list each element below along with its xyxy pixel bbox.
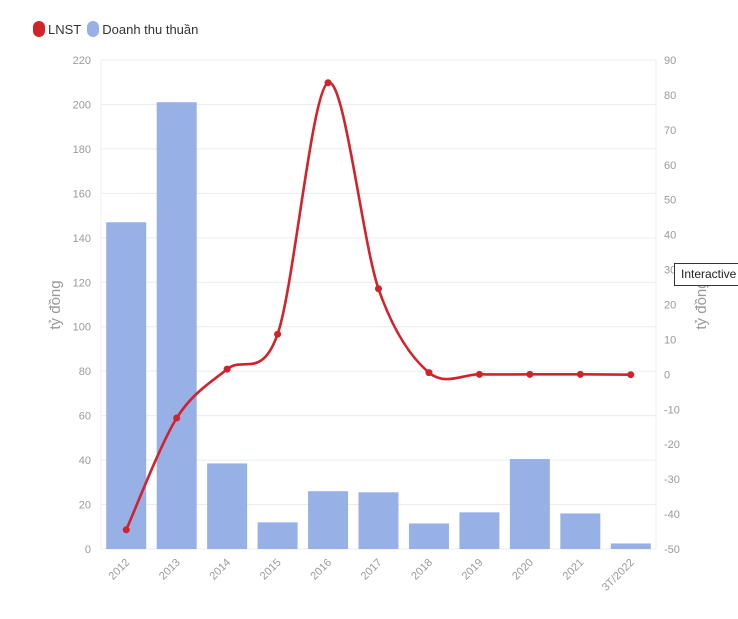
lnst-point — [173, 414, 181, 422]
lnst-line-series — [122, 79, 635, 534]
revenue-bar — [560, 513, 601, 549]
x-tick-label: 2012 — [107, 557, 133, 583]
lnst-point — [475, 370, 483, 378]
right-tick-label: -30 — [664, 474, 680, 486]
right-tick-label: 60 — [664, 160, 676, 172]
revenue-bar — [408, 523, 449, 549]
x-tick-label: 2020 — [510, 557, 536, 583]
chart-legend: LNST Doanh thu thuần — [33, 21, 198, 37]
lnst-point — [223, 365, 231, 373]
revenue-bar — [207, 463, 248, 549]
left-tick-label: 200 — [73, 99, 91, 111]
left-tick-label: 180 — [73, 144, 91, 156]
revenue-bar — [308, 491, 349, 549]
left-tick-label: 40 — [79, 455, 91, 467]
left-tick-label: 80 — [79, 366, 91, 378]
x-tick-label: 2015 — [258, 557, 284, 583]
right-tick-label: 80 — [664, 90, 676, 102]
x-tick-label: 2016 — [308, 557, 334, 583]
legend-label-revenue: Doanh thu thuần — [102, 21, 199, 37]
revenue-bar — [257, 522, 298, 549]
legend-item-lnst[interactable]: LNST — [33, 21, 81, 37]
left-axis-ticks: 0 20 40 60 80 100 120 140 160 180 200 220 — [73, 55, 91, 556]
revenue-bar — [358, 492, 399, 549]
right-tick-label: 90 — [664, 55, 676, 67]
lnst-line — [125, 81, 631, 531]
right-tick-label: 30 — [664, 265, 676, 277]
x-tick-label: 2018 — [409, 557, 435, 583]
lnst-point — [324, 79, 332, 87]
x-tick-label: 3T/2022 — [600, 557, 637, 594]
left-tick-label: 120 — [73, 277, 91, 289]
right-tick-label: -40 — [664, 509, 680, 521]
legend-swatch-revenue — [87, 21, 100, 37]
left-tick-label: 220 — [73, 55, 91, 67]
right-tick-label: -20 — [664, 439, 680, 451]
right-tick-label: 70 — [664, 125, 676, 137]
left-tick-label: 140 — [73, 233, 91, 245]
x-tick-label: 2014 — [207, 557, 233, 583]
lnst-point — [122, 526, 130, 534]
lnst-point — [627, 371, 635, 379]
right-axis-title: tỷ đồng — [693, 280, 710, 329]
legend-label-lnst: LNST — [48, 21, 82, 37]
revenue-bars — [106, 102, 651, 550]
right-tick-label: -10 — [664, 404, 680, 416]
interactive-tooltip: Interactive — [674, 263, 738, 286]
lnst-point — [274, 330, 282, 338]
revenue-bar — [610, 543, 651, 549]
right-tick-label: 10 — [664, 334, 676, 346]
lnst-point — [425, 369, 433, 377]
x-axis-labels: 2012 2013 2014 2015 2016 2017 2018 2019 2020 2021… — [107, 557, 637, 594]
right-tick-label: -50 — [664, 544, 680, 556]
revenue-bar — [509, 458, 550, 549]
left-axis-title: tỷ đồng — [47, 280, 64, 329]
legend-item-revenue[interactable]: Doanh thu thuần — [87, 21, 198, 37]
revenue-bar — [106, 222, 147, 549]
left-tick-label: 20 — [79, 500, 91, 512]
revenue-bar — [156, 102, 197, 550]
left-tick-label: 60 — [79, 411, 91, 423]
left-tick-label: 160 — [73, 188, 91, 200]
lnst-point — [375, 285, 382, 293]
right-tick-label: 20 — [664, 300, 676, 312]
x-tick-label: 2019 — [460, 557, 486, 583]
lnst-point — [526, 370, 534, 378]
revenue-bar — [459, 512, 500, 549]
right-axis-ticks: -50 -40 -30 -20 -10 0 10 20 30 40 50 60 70 80 90 — [664, 55, 680, 556]
x-tick-label: 2013 — [157, 557, 183, 583]
right-tick-label: 0 — [664, 369, 670, 381]
x-tick-label: 2017 — [359, 557, 385, 583]
left-tick-label: 0 — [85, 544, 91, 556]
x-tick-label: 2021 — [561, 557, 587, 583]
legend-swatch-lnst — [33, 21, 45, 37]
lnst-point — [576, 370, 584, 378]
left-tick-label: 100 — [73, 322, 91, 334]
right-tick-label: 50 — [664, 195, 676, 207]
right-tick-label: 40 — [664, 230, 676, 242]
